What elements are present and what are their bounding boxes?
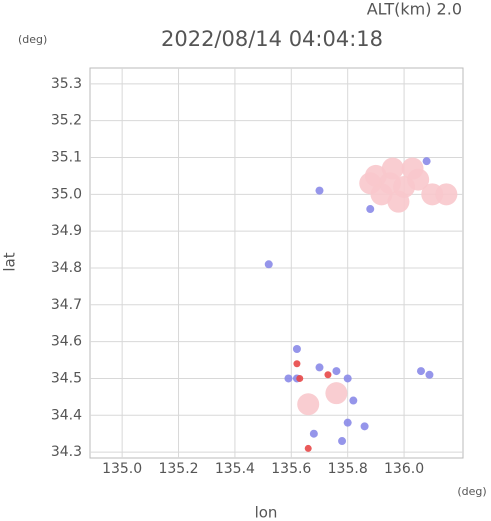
chart-title: 2022/08/14 04:04:18 — [161, 27, 383, 51]
y-tick-label: 35.2 — [51, 113, 82, 129]
y-tick-label: 34.9 — [51, 223, 82, 239]
echo-point — [338, 437, 347, 446]
y-tick-label: 34.3 — [51, 444, 82, 460]
echo-point — [425, 370, 434, 379]
echo-point — [325, 382, 348, 405]
y-tick-label: 34.7 — [51, 297, 82, 313]
echo-point — [292, 344, 301, 353]
y-unit: (deg) — [18, 33, 47, 46]
y-tick-label: 34.6 — [51, 334, 82, 350]
echo-point — [284, 374, 293, 383]
y-tick-label: 34.8 — [51, 260, 82, 276]
echo-point — [349, 396, 358, 405]
echo-point — [422, 157, 431, 166]
y-tick-label: 34.5 — [51, 370, 82, 386]
echo-point — [332, 367, 341, 376]
echo-point — [435, 183, 458, 206]
echo-point — [297, 393, 320, 416]
echo-point — [343, 418, 352, 427]
y-tick-label: 35.3 — [51, 76, 82, 92]
echo-point — [381, 157, 404, 180]
plot-frame — [89, 67, 464, 459]
y-tick-label: 35.1 — [51, 149, 82, 165]
echo-point — [343, 374, 352, 383]
echo-point — [366, 205, 375, 214]
y-axis-label: lat — [1, 252, 19, 271]
echo-point — [293, 360, 301, 368]
echo-point — [359, 172, 382, 195]
echo-point — [315, 186, 324, 195]
echo-point — [304, 444, 312, 452]
echo-point — [416, 367, 425, 376]
x-tick-label: 135.8 — [328, 461, 368, 477]
echo-point — [309, 429, 318, 438]
echo-point — [264, 260, 273, 269]
echo-point — [296, 374, 304, 382]
x-tick-label: 135.4 — [215, 461, 255, 477]
echo-point — [401, 157, 424, 180]
echo-point — [360, 422, 369, 431]
x-tick-label: 135.6 — [271, 461, 311, 477]
echo-point — [324, 371, 332, 379]
y-tick-label: 34.4 — [51, 407, 82, 423]
x-axis-label: lon — [255, 504, 278, 521]
x-tick-label: 135.0 — [102, 461, 142, 477]
echo-point — [315, 363, 324, 372]
x-unit: (deg) — [457, 485, 486, 498]
x-tick-label: 136.0 — [384, 461, 424, 477]
x-tick-label: 135.2 — [158, 461, 198, 477]
y-tick-label: 35.0 — [51, 186, 82, 202]
echo-point — [387, 190, 410, 213]
altitude-label: ALT(km) 2.0 — [367, 0, 462, 19]
